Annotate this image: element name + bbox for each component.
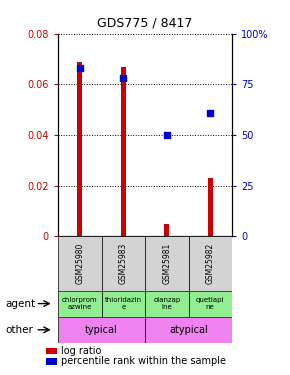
Text: other: other (6, 325, 34, 335)
Text: GSM25981: GSM25981 (162, 243, 171, 284)
Text: chlorprom
azwine: chlorprom azwine (62, 297, 97, 310)
Bar (102, 236, 145, 291)
Text: log ratio: log ratio (61, 346, 102, 356)
Text: agent: agent (6, 299, 36, 309)
Bar (58, 291, 102, 317)
Bar (188, 291, 232, 317)
Bar (188, 236, 232, 291)
Bar (102, 291, 145, 317)
Text: typical: typical (85, 325, 118, 335)
Text: olanzap
ine: olanzap ine (153, 297, 180, 310)
Bar (145, 236, 188, 291)
Text: atypical: atypical (169, 325, 208, 335)
Bar (58, 236, 102, 291)
Text: GSM25982: GSM25982 (206, 243, 215, 284)
Text: GSM25983: GSM25983 (119, 243, 128, 284)
Bar (77, 62, 82, 236)
Text: thioridazin
e: thioridazin e (105, 297, 142, 310)
Point (77, 65, 82, 71)
Bar (145, 317, 232, 343)
Bar (145, 291, 188, 317)
Bar (164, 224, 169, 236)
Point (208, 110, 213, 116)
Bar (121, 67, 126, 236)
Point (164, 132, 169, 138)
Text: GDS775 / 8417: GDS775 / 8417 (97, 17, 193, 30)
Text: percentile rank within the sample: percentile rank within the sample (61, 356, 226, 366)
Point (121, 75, 126, 81)
Text: quetiapi
ne: quetiapi ne (196, 297, 224, 310)
Bar (58, 317, 145, 343)
Bar (208, 178, 213, 236)
Text: GSM25980: GSM25980 (75, 243, 84, 284)
